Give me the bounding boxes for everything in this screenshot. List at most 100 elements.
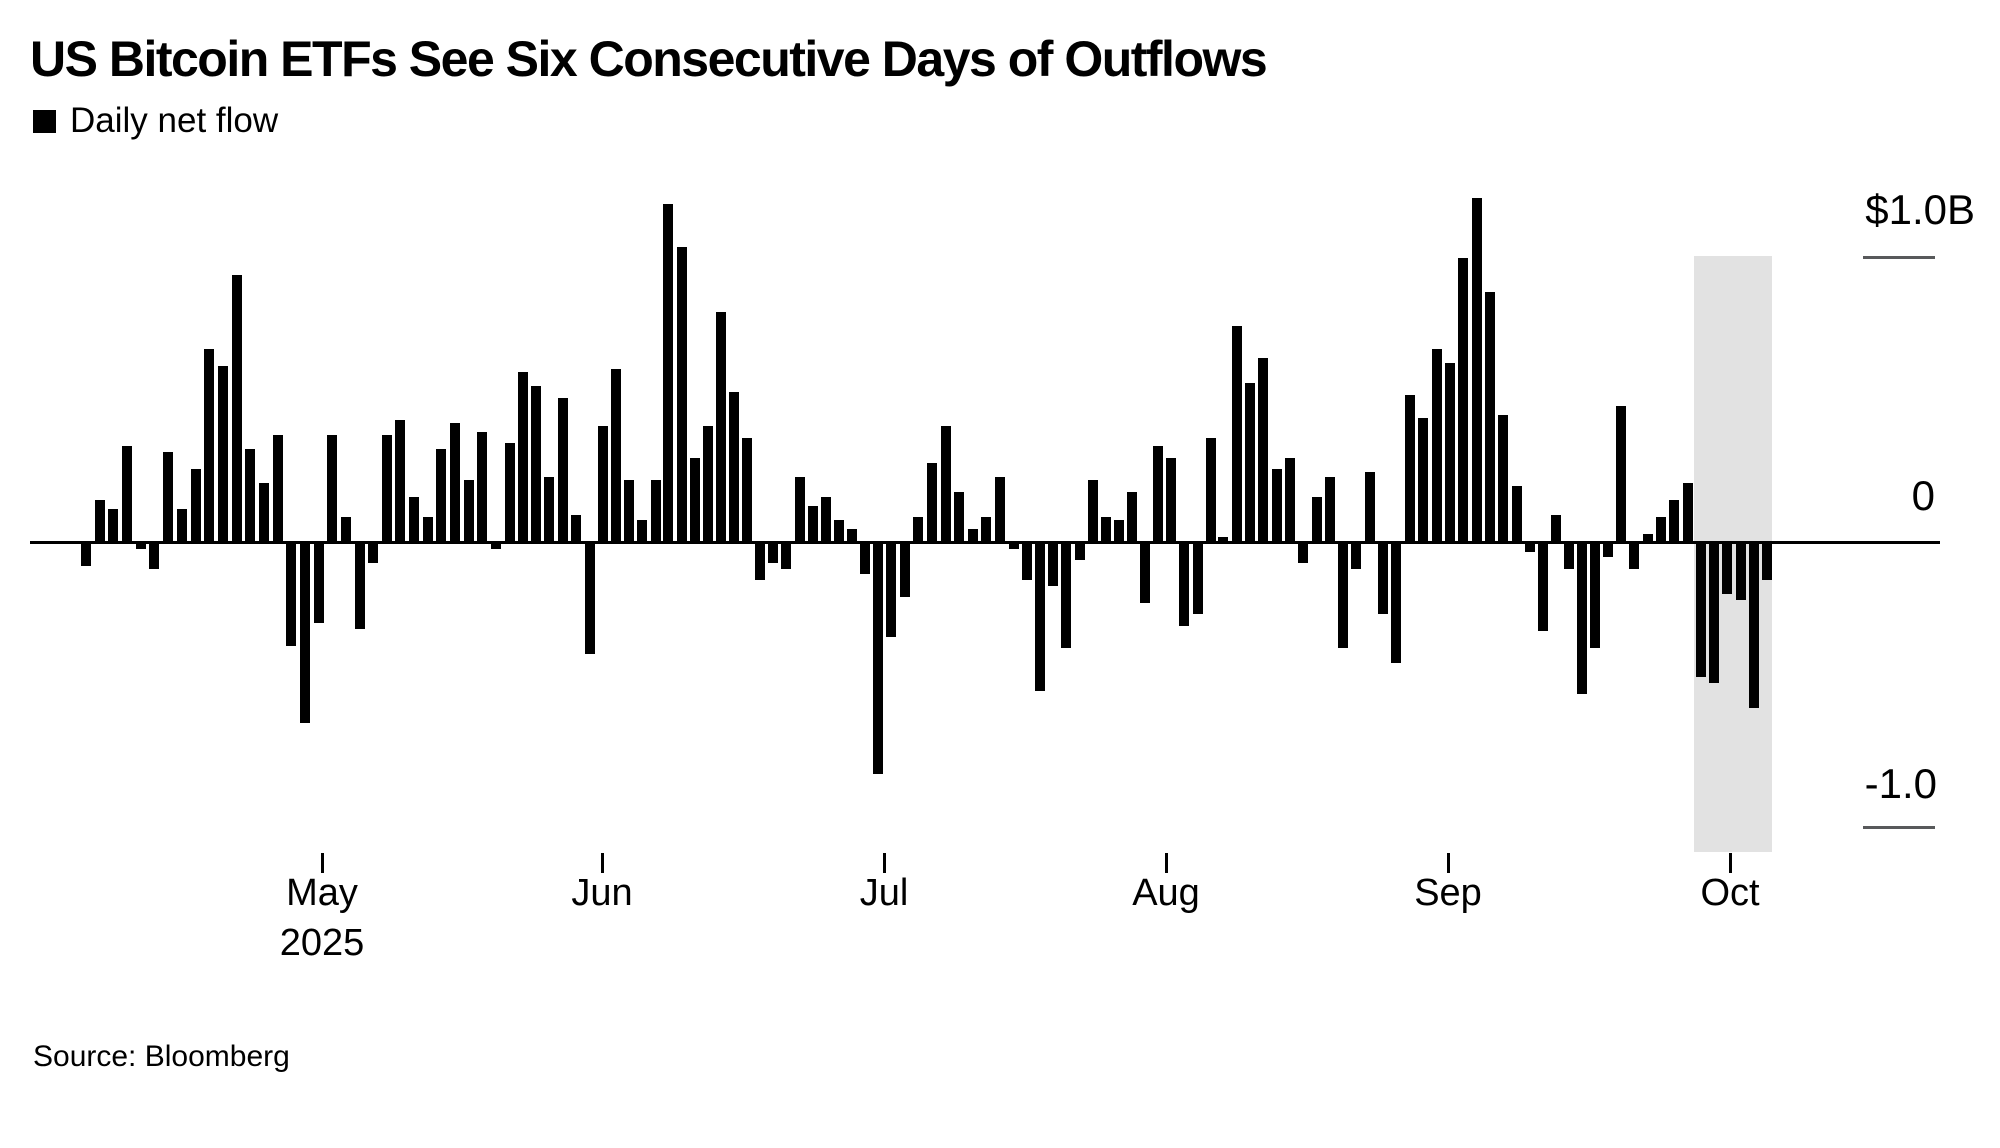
bar [1629,543,1639,569]
bar [821,497,831,543]
bar [1445,363,1455,543]
bar [518,372,528,543]
bar [300,543,310,723]
bar [491,543,501,549]
bar [598,426,608,543]
bar [1378,543,1388,615]
month-tick [883,853,886,873]
y-axis-label-bottom: -1.0 [1864,760,1937,807]
month-tick [601,853,604,873]
bar [464,480,474,543]
bar [995,477,1005,543]
bar [232,275,242,543]
bar [1643,534,1653,543]
bar [900,543,910,598]
bar [395,420,405,543]
bar [1458,258,1468,543]
bar [259,483,269,543]
y-axis-label-zero: 0 [1911,472,1935,519]
bar [1140,543,1150,603]
bar [1245,383,1255,543]
bar [1166,457,1176,543]
bar [968,528,978,543]
bar [1206,437,1216,543]
bar [624,480,634,543]
bar [1564,543,1574,569]
bar [1365,471,1375,543]
bar [558,397,568,543]
bar [149,543,159,569]
bar [1325,477,1335,543]
bar [1683,483,1693,543]
bar [795,477,805,543]
bar [477,431,487,543]
bar [245,448,255,543]
bar [122,446,132,543]
bar [95,500,105,543]
bar [382,434,392,543]
bar [327,434,337,543]
bar [1603,543,1613,558]
legend-label: Daily net flow [70,101,279,140]
bar [860,543,870,575]
bar [368,543,378,563]
bar [729,391,739,543]
bar [1101,517,1111,543]
month-tick [321,853,324,873]
bar [781,543,791,569]
bar [1048,543,1058,586]
bar [341,517,351,543]
bar [1009,543,1019,549]
y-axis-label-top: $1.0B [1865,186,1975,233]
bar [716,312,726,543]
month-label: Aug [1132,872,1200,914]
bar [1498,414,1508,543]
bar [1512,486,1522,543]
bar [450,423,460,543]
bar [1075,543,1085,561]
bar [1538,543,1548,632]
bar [163,451,173,543]
bar [1709,543,1719,683]
bar [755,543,765,581]
bar [703,426,713,543]
bar [1312,497,1322,543]
bar [409,497,419,543]
bar [1338,543,1348,649]
bar [1590,543,1600,649]
bar [1061,543,1071,649]
y-axis-gridtick-bottom [1863,826,1935,829]
bar [1749,543,1759,709]
bar [1722,543,1732,595]
month-tick [1447,853,1450,873]
bar [436,448,446,543]
highlight-band [1694,256,1772,852]
bar [808,505,818,543]
bar [981,517,991,543]
bar [505,443,515,543]
month-label: Sep [1414,872,1482,914]
bar [768,543,778,563]
legend: Daily net flow [33,101,279,140]
bar [423,517,433,543]
bar [1218,537,1228,543]
bar [1577,543,1587,695]
bar [585,543,595,655]
bar [1418,417,1428,543]
bar [1088,480,1098,543]
bar [1525,543,1535,552]
bar [1736,543,1746,600]
bar [1351,543,1361,569]
y-axis-gridtick-top [1863,256,1935,259]
bar [273,434,283,543]
zero-axis-line [30,541,1940,544]
bar [1127,491,1137,543]
bar [1179,543,1189,626]
bar [1285,457,1295,543]
year-label: 2025 [279,922,365,964]
bar [690,457,700,543]
bar [531,386,541,543]
bar [1258,357,1268,543]
bar [941,426,951,543]
